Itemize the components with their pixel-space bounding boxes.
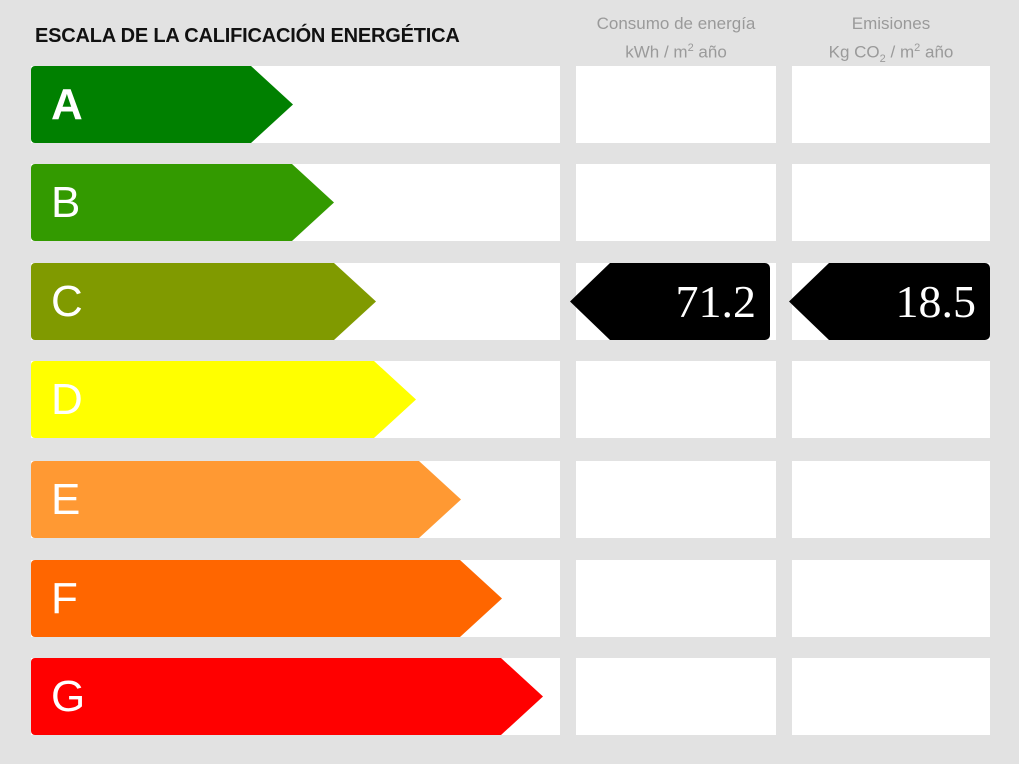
rating-letter: G [51,672,86,721]
emissions-value: 18.5 [895,276,977,327]
emissions-header-label: Emisiones [851,14,931,33]
emissions-cell [792,560,990,637]
rating-arrow-f: F [31,560,502,637]
rating-arrow-c: C [31,263,376,340]
emissions-cell [792,66,990,143]
emissions-cell [792,164,990,241]
rating-arrow-e: E [31,461,461,538]
emissions-value-indicator: 18.5 [789,263,990,340]
page-title: ESCALA DE LA CALIFICACIÓN ENERGÉTICA [35,25,460,47]
rating-letter: F [51,574,78,623]
energy-cell [576,361,776,438]
energy-cell [576,658,776,735]
rating-arrow-b: B [31,164,334,241]
energy-unit: kWh / m2 año [625,42,727,62]
rating-arrow-d: D [31,361,416,438]
rating-letter: E [51,475,81,524]
rating-row-e: E [0,461,1019,538]
rating-arrow-a: A [31,66,293,143]
rating-letter: D [51,375,83,424]
rating-letter: C [51,277,83,326]
emissions-cell [792,361,990,438]
rating-row-f: F [0,560,1019,637]
rating-row-d: D [0,361,1019,438]
energy-cell [576,164,776,241]
energy-cell [576,461,776,538]
emissions-cell [792,658,990,735]
rating-letter: A [51,80,83,129]
emissions-cell [792,461,990,538]
energy-value: 71.2 [675,276,757,327]
energy-header-label: Consumo de energía [596,14,756,33]
rating-arrow-g: G [31,658,543,735]
emissions-unit: Kg CO2 / m2 año [828,42,954,66]
energy-cell [576,66,776,143]
rating-row-b: B [0,164,1019,241]
rating-row-g: G [0,658,1019,735]
emissions-column-header: Emisiones Kg CO2 / m2 año [791,11,991,72]
rating-row-a: A [0,66,1019,143]
energy-value-indicator: 71.2 [570,263,770,340]
energy-column-header: Consumo de energía kWh / m2 año [576,11,776,65]
rating-letter: B [51,178,81,227]
energy-cell [576,560,776,637]
rating-row-c: C 71.2 18.5 [0,263,1019,340]
